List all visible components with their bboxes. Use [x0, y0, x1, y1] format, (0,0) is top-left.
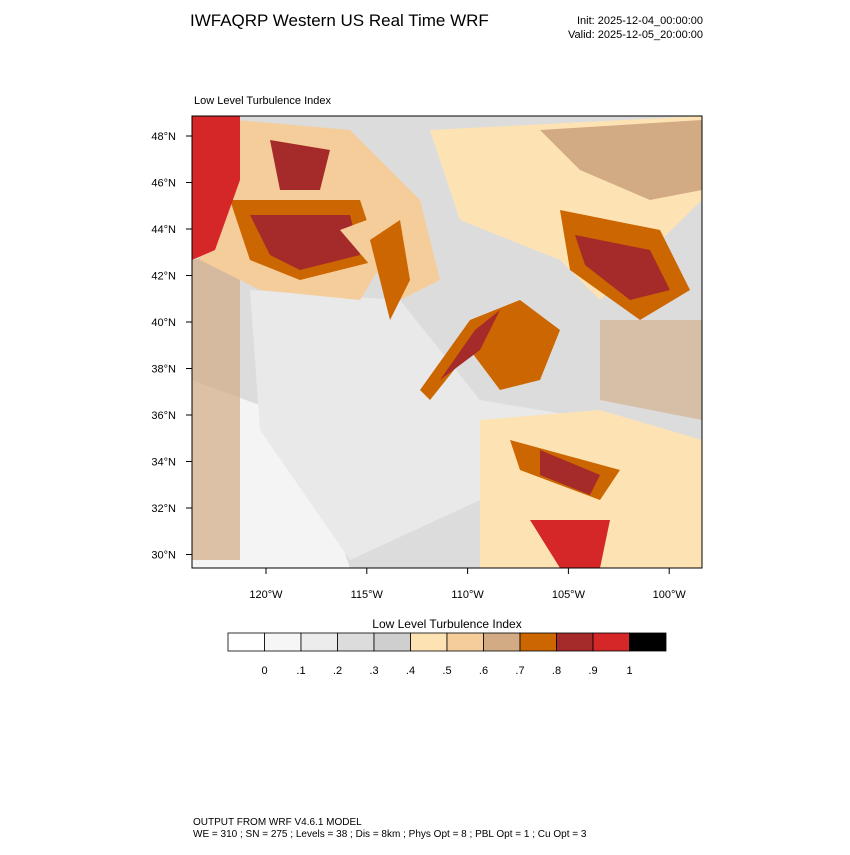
lat-label: 32°N	[151, 503, 176, 515]
footer-line2: WE = 310 ; SN = 275 ; Levels = 38 ; Dis …	[193, 829, 587, 840]
lon-label: 120°W	[249, 589, 283, 601]
colorbar-label: .3	[369, 665, 378, 677]
colorbar-swatch	[519, 632, 557, 652]
colorbar-label: .8	[552, 665, 561, 677]
lon-label: 115°W	[351, 589, 384, 601]
colorbar-swatch	[410, 632, 448, 652]
colorbar-swatch	[337, 632, 375, 652]
lon-labels: 120°W 115°W 110°W 105°W 100°W	[249, 568, 686, 601]
colorbar-label: .9	[588, 665, 597, 677]
lat-label: 44°N	[151, 224, 176, 236]
init-time: Init: 2025-12-04_00:00:00	[577, 15, 703, 27]
colorbar-swatch	[264, 632, 302, 652]
map-frame	[191, 115, 703, 569]
colorbar-label: 1	[626, 665, 632, 677]
lon-label: 100°W	[653, 589, 687, 601]
colorbar-label: 0	[261, 665, 267, 677]
colorbar-swatch	[629, 632, 667, 652]
lat-label: 40°N	[151, 317, 176, 329]
colorbar-swatch	[446, 632, 484, 652]
colorbar-swatch	[227, 632, 265, 652]
colorbar-label: .2	[333, 665, 342, 677]
lat-label: 48°N	[151, 131, 176, 143]
lat-label: 30°N	[151, 550, 176, 562]
colorbar-label: .7	[515, 665, 524, 677]
colorbar-swatch	[300, 632, 338, 652]
map-field	[192, 116, 702, 568]
lon-label: 110°W	[451, 589, 484, 601]
lat-label: 46°N	[151, 178, 176, 190]
valid-time: Valid: 2025-12-05_20:00:00	[568, 29, 703, 41]
colorbar-swatch	[592, 632, 630, 652]
colorbar-swatch	[373, 632, 411, 652]
lat-label: 38°N	[151, 364, 176, 376]
colorbar-swatch	[483, 632, 521, 652]
colorbar-label: .1	[296, 665, 305, 677]
colorbar-title: Low Level Turbulence Index	[372, 617, 521, 631]
lat-label: 36°N	[151, 410, 176, 422]
colorbar-swatch	[556, 632, 594, 652]
colorbar-label: .6	[479, 665, 488, 677]
map-title: Low Level Turbulence Index	[194, 95, 331, 107]
lat-label: 34°N	[151, 457, 176, 469]
lat-labels: 48°N 46°N 44°N 42°N 40°N 38°N 36°N 34°N 32°N 30°N	[151, 131, 192, 562]
title: IWFAQRP Western US Real Time WRF	[190, 11, 489, 30]
colorbar: 0 .1 .2 .3 .4 .5 .6 .7 .8 .9 1	[227, 632, 667, 677]
colorbar-label: .5	[442, 665, 451, 677]
colorbar-label: .4	[406, 665, 415, 677]
lon-label: 105°W	[552, 589, 586, 601]
lat-label: 42°N	[151, 271, 176, 283]
footer-line1: OUTPUT FROM WRF V4.6.1 MODEL	[193, 817, 362, 828]
